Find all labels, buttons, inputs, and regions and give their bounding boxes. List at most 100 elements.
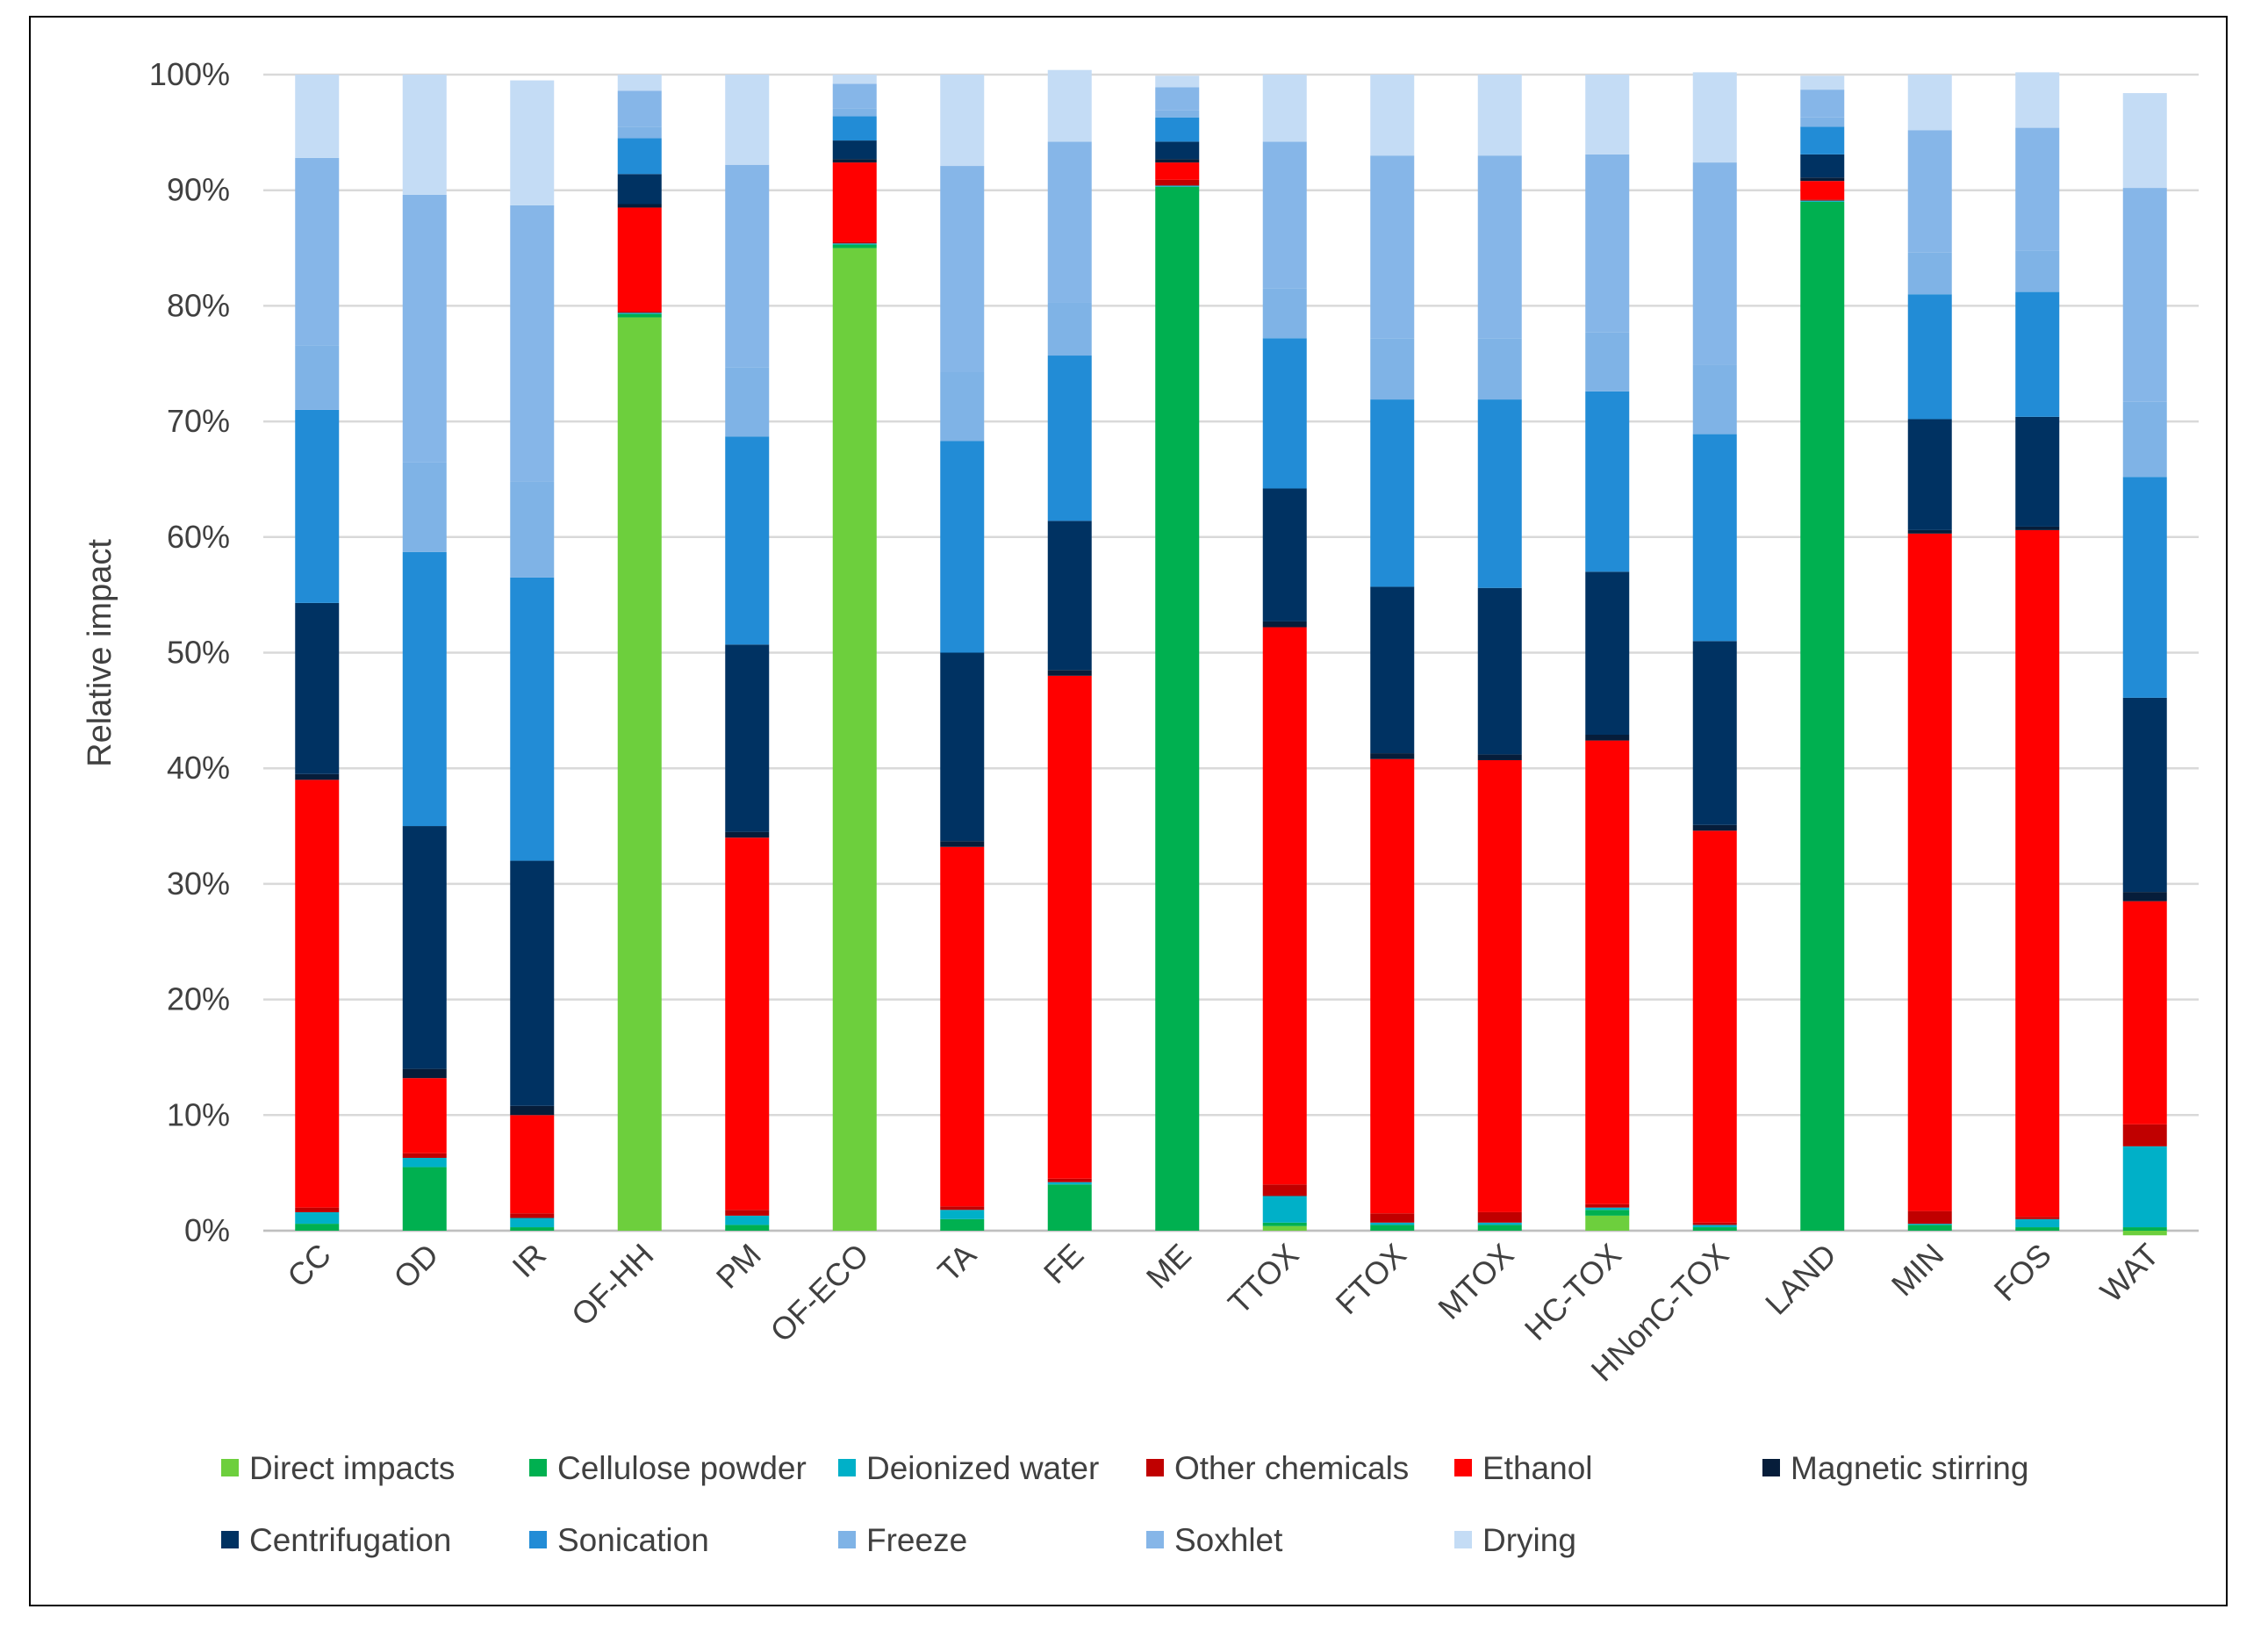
bar-min-soxhlet xyxy=(1907,130,1952,253)
bar-mtox-magnetic-stirring xyxy=(1477,754,1522,760)
bar-of-eco-magnetic-stirring xyxy=(832,159,877,163)
bar-min-ethanol xyxy=(1907,533,1952,1211)
legend-label-soxhlet: Soxhlet xyxy=(1174,1522,1283,1558)
bar-ttox-direct-impacts xyxy=(1262,1225,1307,1231)
bar-fos-drying xyxy=(2015,72,2060,128)
bar-fe-other-chemicals xyxy=(1047,1178,1092,1182)
bar-min-drying xyxy=(1907,75,1952,131)
bar-ftox-other-chemicals xyxy=(1370,1213,1415,1223)
bar-mtox-drying xyxy=(1477,75,1522,156)
bar-ta-ethanol xyxy=(940,846,985,1207)
bar-me-magnetic-stirring xyxy=(1155,159,1200,163)
y-tick-label: 50% xyxy=(167,635,230,671)
bar-me-deionized-water xyxy=(1155,185,1200,187)
bar-of-eco-ethanol xyxy=(832,162,877,242)
bar-fos-other-chemicals xyxy=(2015,1217,2060,1219)
bar-ir-cellulose-powder xyxy=(510,1227,555,1231)
bar-mtox-deionized-water xyxy=(1477,1222,1522,1225)
bar-ttox-ethanol xyxy=(1262,627,1307,1185)
bars xyxy=(295,69,2167,1236)
bar-hc-tox-direct-impacts xyxy=(1585,1215,1630,1231)
bar-od-sonication xyxy=(402,551,447,827)
bar-cc-cellulose-powder xyxy=(295,1224,340,1231)
bar-min-cellulose-powder xyxy=(1907,1225,1952,1231)
x-tick-label: MTOX xyxy=(1431,1237,1520,1326)
bar-cc-soxhlet xyxy=(295,157,340,346)
legend-label-freeze: Freeze xyxy=(866,1522,967,1558)
bar-cc-sonication xyxy=(295,409,340,603)
x-tick-label: MIN xyxy=(1884,1237,1951,1304)
bar-ftox-magnetic-stirring xyxy=(1370,753,1415,759)
y-tick-label: 20% xyxy=(167,981,230,1017)
legend-label-direct-impacts: Direct impacts xyxy=(249,1450,455,1486)
bar-wat-direct-impacts xyxy=(2122,1231,2167,1236)
bar-ftox-deionized-water xyxy=(1370,1222,1415,1225)
bar-land-soxhlet xyxy=(1800,90,1845,118)
x-tick-label: TA xyxy=(930,1237,983,1290)
bar-ta-centrifugation xyxy=(940,652,985,842)
bar-fos-centrifugation xyxy=(2015,416,2060,527)
bar-wat-deionized-water xyxy=(2122,1146,2167,1228)
bar-cc-ethanol xyxy=(295,779,340,1208)
bar-pm-magnetic-stirring xyxy=(725,831,770,838)
bar-min-centrifugation xyxy=(1907,419,1952,530)
bar-hc-tox-centrifugation xyxy=(1585,571,1630,736)
bar-ir-deionized-water xyxy=(510,1218,555,1228)
chart-frame xyxy=(29,16,2228,1606)
bar-land-cellulose-powder xyxy=(1800,201,1845,1231)
legend-swatch-cellulose-powder xyxy=(529,1459,547,1476)
bar-ta-soxhlet xyxy=(940,166,985,372)
bar-of-eco-deionized-water xyxy=(832,243,877,245)
y-axis-ticks: 0% 10% 20% 30% 40% 50% 60% 70% 80% 90% 100% xyxy=(149,56,230,1248)
bar-od-freeze xyxy=(402,462,447,552)
y-tick-label: 90% xyxy=(167,172,230,208)
bar-me-sonication xyxy=(1155,117,1200,142)
bar-pm-centrifugation xyxy=(725,644,770,832)
bar-of-hh-cellulose-powder xyxy=(617,313,662,318)
bar-me-drying xyxy=(1155,75,1200,88)
bar-hnonc-tox-magnetic-stirring xyxy=(1692,824,1737,831)
bar-min-sonication xyxy=(1907,294,1952,420)
bar-hnonc-tox-soxhlet xyxy=(1692,162,1737,365)
bar-fos-magnetic-stirring xyxy=(2015,526,2060,530)
bar-ir-freeze xyxy=(510,481,555,578)
bar-of-hh-drying xyxy=(617,75,662,91)
bar-fos-ethanol xyxy=(2015,529,2060,1218)
x-tick-label: OD xyxy=(386,1237,445,1296)
bar-od-soxhlet xyxy=(402,194,447,463)
bar-wat-centrifugation xyxy=(2122,697,2167,893)
bar-od-magnetic-stirring xyxy=(402,1068,447,1079)
bar-ftox-soxhlet xyxy=(1370,155,1415,339)
bar-min-freeze xyxy=(1907,252,1952,295)
bar-wat-other-chemicals xyxy=(2122,1124,2167,1146)
legend-label-drying: Drying xyxy=(1482,1522,1576,1558)
y-tick-label: 30% xyxy=(167,866,230,902)
x-tick-label: HC-TOX xyxy=(1518,1237,1628,1347)
legend-swatch-centrifugation xyxy=(221,1531,239,1548)
bar-ttox-cellulose-powder xyxy=(1262,1222,1307,1226)
bar-ttox-deionized-water xyxy=(1262,1196,1307,1223)
legend-swatch-deionized-water xyxy=(838,1459,856,1476)
y-tick-label: 60% xyxy=(167,519,230,555)
bar-hc-tox-drying xyxy=(1585,75,1630,154)
bar-land-other-chemicals xyxy=(1800,199,1845,201)
bar-pm-cellulose-powder xyxy=(725,1225,770,1231)
bar-ftox-freeze xyxy=(1370,338,1415,400)
bar-ir-ethanol xyxy=(510,1115,555,1214)
legend-swatch-other-chemicals xyxy=(1146,1459,1164,1476)
bar-of-eco-direct-impacts xyxy=(832,248,877,1231)
bar-ttox-other-chemicals xyxy=(1262,1184,1307,1196)
x-tick-label: IR xyxy=(505,1237,552,1284)
bar-mtox-freeze xyxy=(1477,338,1522,400)
bar-min-deionized-water xyxy=(1907,1224,1952,1225)
bar-od-cellulose-powder xyxy=(402,1167,447,1231)
bar-mtox-centrifugation xyxy=(1477,587,1522,755)
bar-hc-tox-sonication xyxy=(1585,391,1630,572)
bar-ir-other-chemicals xyxy=(510,1213,555,1218)
y-tick-label: 70% xyxy=(167,403,230,439)
y-tick-label: 10% xyxy=(167,1096,230,1132)
bar-of-eco-drying xyxy=(832,75,877,84)
bar-od-centrifugation xyxy=(402,826,447,1069)
y-tick-label: 0% xyxy=(184,1212,230,1248)
